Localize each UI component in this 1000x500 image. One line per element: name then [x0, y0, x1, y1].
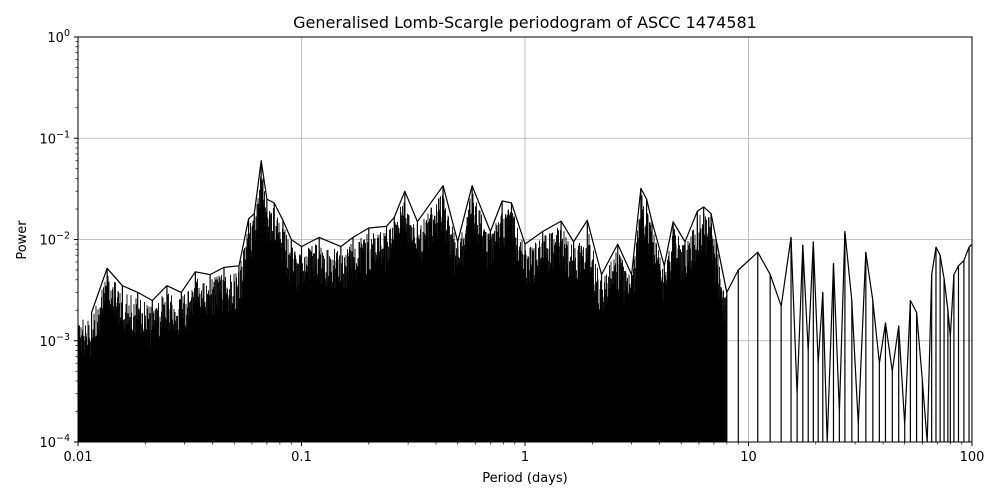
- y-tick-base: 10: [39, 234, 56, 249]
- y-tick-exponent: 0: [64, 28, 70, 39]
- plot-area: [78, 160, 972, 442]
- y-tick-exponent: −3: [56, 332, 70, 343]
- y-tick-base: 10: [47, 31, 64, 46]
- y-tick-label: 10−2: [39, 231, 70, 249]
- y-tick-base: 10: [39, 132, 56, 147]
- chart-title: Generalised Lomb-Scargle periodogram of …: [293, 13, 757, 32]
- y-tick-exponent: −1: [56, 129, 70, 140]
- y-axis-label: Power: [15, 220, 30, 260]
- y-tick-label: 10−1: [39, 129, 70, 147]
- y-tick-base: 10: [39, 335, 56, 350]
- x-tick-label: 100: [960, 450, 985, 465]
- y-tick-base: 10: [39, 436, 56, 451]
- x-axis-label: Period (days): [482, 471, 568, 486]
- periodogram-noise-fill: [78, 176, 727, 442]
- y-tick-label: 100: [47, 28, 70, 46]
- y-tick-label: 10−3: [39, 332, 70, 350]
- x-tick-label: 0.1: [291, 450, 312, 465]
- x-tick-label: 10: [740, 450, 757, 465]
- x-tick-label: 1: [521, 450, 529, 465]
- y-tick-exponent: −2: [56, 231, 70, 242]
- y-tick-label: 10−4: [39, 433, 70, 451]
- y-tick-exponent: −4: [56, 433, 70, 444]
- x-tick-label: 0.01: [64, 450, 93, 465]
